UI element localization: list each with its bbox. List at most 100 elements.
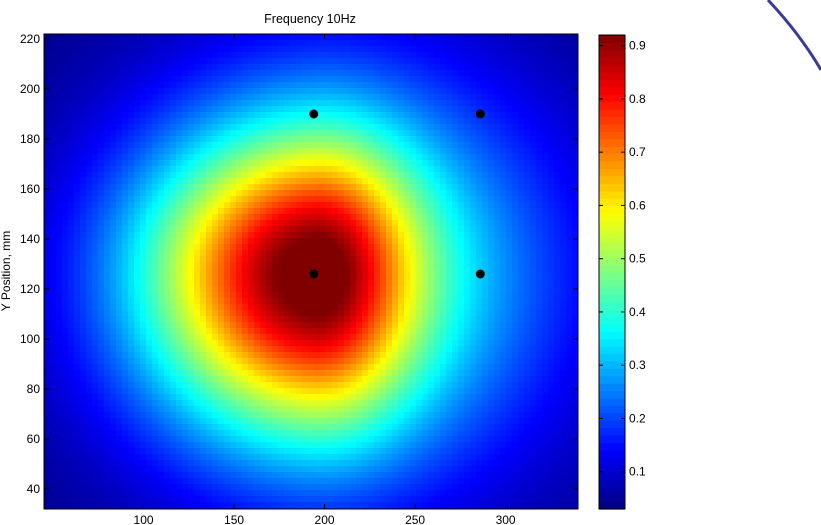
colorbar-segment (599, 301, 625, 310)
y-tick-label: 200 (20, 82, 40, 96)
sensor-point-3 (475, 269, 485, 279)
colorbar-segment (599, 257, 625, 266)
colorbar-segment (599, 442, 625, 451)
colorbar-segment (599, 486, 625, 495)
colorbar-segment (599, 190, 625, 199)
sensor-markers (309, 109, 485, 279)
colorbar-segment (599, 338, 625, 347)
colorbar-segment (599, 220, 625, 229)
colorbar-segment (599, 390, 625, 399)
colorbar-segment (599, 116, 625, 125)
colorbar-segment (599, 501, 625, 510)
colorbar-segment (599, 94, 625, 103)
colorbar-segment (599, 242, 625, 251)
y-tick-label: 40 (27, 482, 41, 496)
colorbar-tick-label: 0.1 (629, 465, 646, 479)
colorbar-segment (599, 405, 625, 414)
colorbar-tick-label: 0.5 (629, 252, 646, 266)
colorbar-segment (599, 412, 625, 421)
y-tick-label: 80 (27, 382, 41, 396)
heatmap-field (44, 34, 578, 509)
colorbar-segment (599, 160, 625, 169)
colorbar-segment (599, 420, 625, 429)
y-tick-label: 160 (20, 182, 40, 196)
colorbar-frame (598, 34, 626, 510)
sensor-point-1 (309, 269, 319, 279)
colorbar-segment (599, 375, 625, 384)
colorbar-segment (599, 205, 625, 214)
colorbar-segment (599, 383, 625, 392)
colorbar-segment (599, 234, 625, 243)
y-tick-label: 100 (20, 332, 40, 346)
x-axis: 100 150 200 250 300 (134, 34, 516, 525)
colorbar-tick-label: 0.6 (629, 198, 646, 212)
colorbar-segment (599, 331, 625, 340)
y-tick-label: 140 (20, 232, 40, 246)
colorbar-segment (599, 397, 625, 406)
y-tick-label: 60 (27, 432, 41, 446)
colorbar-segment (599, 346, 625, 355)
y-tick-label: 120 (20, 282, 40, 296)
colorbar-tick-label: 0.9 (629, 39, 646, 53)
colorbar-tick-label: 0.4 (629, 305, 646, 319)
colorbar-segment (599, 316, 625, 325)
colorbar-segment (599, 464, 625, 473)
colorbar-segment (599, 64, 625, 73)
colorbar-segment (599, 360, 625, 369)
y-axis-label: Y Position, mm (0, 231, 13, 311)
sensor-point-2 (309, 109, 319, 119)
y-tick-label: 220 (20, 32, 40, 46)
colorbar-segment (599, 79, 625, 88)
colorbar-segment (599, 183, 625, 192)
colorbar-segment (599, 294, 625, 303)
colorbar-segment (599, 479, 625, 488)
chart-title: Frequency 10Hz (264, 12, 356, 26)
colorbar-segment (599, 57, 625, 66)
colorbar-segment (599, 42, 625, 51)
colorbar-segment (599, 353, 625, 362)
colorbar-segment (599, 49, 625, 58)
x-tick-label: 300 (496, 513, 516, 525)
colorbar-segment (599, 146, 625, 155)
x-tick-label: 200 (315, 513, 335, 525)
colorbar-segment (599, 138, 625, 147)
colorbar-segment (599, 197, 625, 206)
colorbar-segment (599, 279, 625, 288)
colorbar-tick-label: 0.8 (629, 92, 646, 106)
x-tick-label: 250 (405, 513, 425, 525)
colorbar-segment (599, 101, 625, 110)
colorbar-segment (599, 427, 625, 436)
colorbar-segment (599, 434, 625, 443)
colorbar-segment (599, 309, 625, 318)
y-tick-label: 180 (20, 132, 40, 146)
colorbar-segment (599, 131, 625, 140)
colorbar-segment (599, 272, 625, 281)
decorative-arc (766, 0, 821, 71)
colorbar-segment (599, 249, 625, 258)
x-tick-label: 150 (224, 513, 244, 525)
colorbar-segment (599, 212, 625, 221)
colorbar-segment (599, 35, 625, 44)
sensor-point-4 (475, 109, 485, 119)
colorbar-tick-label: 0.3 (629, 358, 646, 372)
colorbar-segment (599, 168, 625, 177)
colorbar-segment (599, 153, 625, 162)
colorbar-segment (599, 109, 625, 118)
colorbar-segment (599, 457, 625, 466)
colorbar-segment (599, 471, 625, 480)
colorbar: 0.1 0.2 0.3 0.4 0.5 0.6 0.7 0.8 0.9 (598, 34, 646, 510)
colorbar-tick-label: 0.7 (629, 145, 646, 159)
colorbar-segment (599, 323, 625, 332)
colorbar-segment (599, 123, 625, 132)
colorbar-segment (599, 449, 625, 458)
colorbar-segment (599, 368, 625, 377)
x-tick-label: 100 (134, 513, 154, 525)
y-axis: 40 60 80 100 120 140 160 180 200 220 (20, 32, 578, 496)
colorbar-segment (599, 227, 625, 236)
colorbar-segment (599, 286, 625, 295)
colorbar-segment (599, 86, 625, 95)
colorbar-segment (599, 175, 625, 184)
colorbar-segment (599, 264, 625, 273)
colorbar-segment (599, 72, 625, 81)
